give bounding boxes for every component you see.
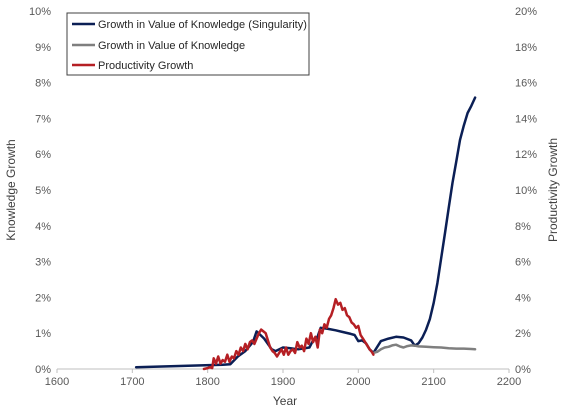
- x-tick-label: 1600: [45, 376, 69, 388]
- left-y-tick-label: 5%: [35, 185, 51, 197]
- x-tick-label: 1700: [120, 376, 144, 388]
- left-y-tick-label: 4%: [35, 221, 51, 233]
- right-y-tick-label: 20%: [515, 6, 537, 18]
- right-y-tick-label: 18%: [515, 42, 537, 54]
- left-y-tick-label: 7%: [35, 113, 51, 125]
- x-tick-label: 2200: [497, 376, 521, 388]
- legend-label-0: Growth in Value of Knowledge (Singularit…: [98, 19, 307, 31]
- series-line-0: [134, 96, 477, 369]
- legend: Growth in Value of Knowledge (Singularit…: [66, 12, 310, 76]
- left-y-tick-label: 6%: [35, 149, 51, 161]
- left-y-tick-label: 3%: [35, 257, 51, 269]
- x-tick-label: 2000: [346, 376, 370, 388]
- left-y-tick-label: 0%: [35, 364, 51, 376]
- x-axis: 1600 1700 1800 1900 2000 2100 2200: [45, 368, 521, 388]
- right-y-tick-label: 10%: [515, 185, 537, 197]
- right-y-tick-label: 6%: [515, 257, 531, 269]
- x-tick-label: 2100: [421, 376, 445, 388]
- right-y-tick-label: 12%: [515, 149, 537, 161]
- series-line-1: [372, 343, 477, 355]
- right-y-tick-label: 4%: [515, 292, 531, 304]
- x-tick-label: 1900: [271, 376, 295, 388]
- left-y-axis: 0% 1% 2% 3% 4% 5% 6% 7% 8% 9% 10%: [29, 6, 51, 376]
- left-y-tick-label: 10%: [29, 6, 51, 18]
- legend-box: [66, 12, 310, 76]
- x-axis-title: Year: [273, 394, 297, 408]
- right-y-tick-label: 8%: [515, 221, 531, 233]
- left-y-tick-label: 9%: [35, 42, 51, 54]
- series-group: [134, 96, 477, 371]
- right-y-tick-label: 0%: [515, 364, 531, 376]
- x-tick-label: 1800: [195, 376, 219, 388]
- left-y-tick-label: 8%: [35, 78, 51, 90]
- right-y-tick-label: 16%: [515, 78, 537, 90]
- series-line-2: [202, 297, 375, 371]
- left-y-axis-title: Knowledge Growth: [4, 139, 18, 240]
- right-y-tick-label: 2%: [515, 328, 531, 340]
- legend-label-1: Growth in Value of Knowledge: [98, 40, 245, 52]
- right-y-axis-title: Productivity Growth: [546, 138, 560, 242]
- right-y-tick-label: 14%: [515, 113, 537, 125]
- right-y-axis: 0% 2% 4% 6% 8% 10% 12% 14% 16% 18% 20%: [515, 6, 537, 376]
- left-y-tick-label: 1%: [35, 328, 51, 340]
- legend-label-2: Productivity Growth: [98, 60, 193, 72]
- left-y-tick-label: 2%: [35, 292, 51, 304]
